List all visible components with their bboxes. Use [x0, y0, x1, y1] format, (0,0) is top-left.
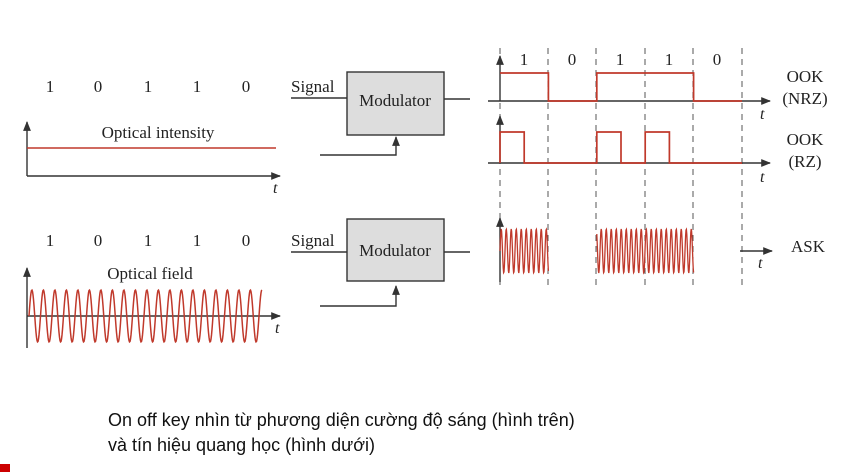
field-t-axis-label: t: [275, 320, 280, 337]
optical-intensity-label: Optical intensity: [102, 123, 215, 142]
ask-waveform: [500, 229, 694, 273]
ask-label: ASK: [791, 237, 826, 256]
signal-label-bottom: Signal: [291, 231, 335, 250]
bit-label: 1: [616, 50, 625, 69]
bit-boundaries: [500, 48, 742, 290]
signal-label-top: Signal: [291, 77, 335, 96]
rz-t-axis-label: t: [760, 169, 765, 186]
ook-rz-waveform: [500, 132, 742, 163]
bit-label: 1: [46, 231, 55, 250]
bit-label: 1: [193, 77, 202, 96]
modulator-label-top: Modulator: [359, 91, 431, 110]
carrier-input-top: [320, 137, 396, 155]
corner-logo: [0, 464, 10, 472]
bit-label: 0: [242, 77, 251, 96]
bit-label: 1: [144, 77, 153, 96]
caption-line: và tín hiệu quang học (hình dưới): [108, 433, 575, 458]
bottom-bit-labels: 1 0 1 1 0: [46, 231, 251, 250]
ook-nrz-label-line2: (NRZ): [782, 89, 827, 108]
carrier-input-bottom: [320, 286, 396, 306]
ook-rz-label-line2: (RZ): [788, 152, 821, 171]
ook-rz-label-line1: OOK: [787, 130, 825, 149]
bit-label: 0: [94, 231, 103, 250]
bit-label: 1: [193, 231, 202, 250]
bit-label: 1: [144, 231, 153, 250]
modulator-label-bottom: Modulator: [359, 241, 431, 260]
nrz-t-axis-label: t: [760, 106, 765, 123]
bit-label: 1: [46, 77, 55, 96]
bit-label: 1: [520, 50, 529, 69]
top-bit-labels: 1 0 1 1 0: [46, 77, 251, 96]
bit-label: 0: [242, 231, 251, 250]
ook-nrz-waveform: [500, 73, 742, 101]
caption-line: On off key nhìn từ phương diện cường độ …: [108, 408, 575, 433]
bit-label: 0: [713, 50, 722, 69]
bit-label: 1: [665, 50, 674, 69]
optical-field-label: Optical field: [107, 264, 193, 283]
bit-label: 0: [568, 50, 577, 69]
right-bit-labels: 1 0 1 1 0: [520, 50, 722, 69]
ook-nrz-label-line1: OOK: [787, 67, 825, 86]
ask-t-axis-label: t: [758, 255, 763, 272]
caption: On off key nhìn từ phương diện cường độ …: [108, 408, 575, 458]
bit-label: 0: [94, 77, 103, 96]
intensity-t-axis-label: t: [273, 180, 278, 197]
ook-diagram: 1 0 1 1 0 Optical intensity t 1 0 1 1 0 …: [0, 0, 852, 400]
